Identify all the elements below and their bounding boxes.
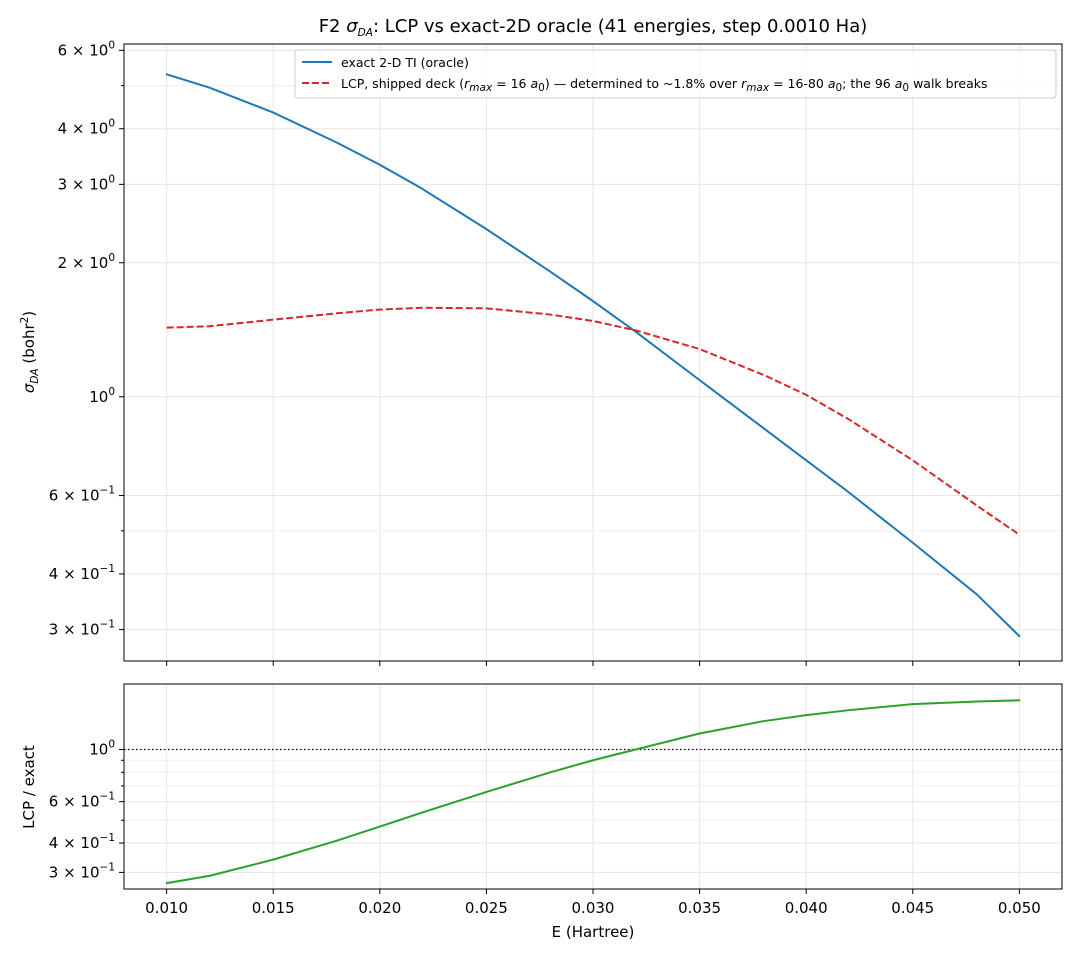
bottom-x-tick-label: 0.050 <box>998 899 1041 917</box>
top-y-tick-label: 6 × 10−1 <box>49 485 115 505</box>
bottom-series-group <box>165 699 1021 885</box>
bottom-y-axis-label: LCP / exact <box>20 745 38 829</box>
bottom-y-tick-label: 100 <box>89 739 115 759</box>
bottom-x-tick-label: 0.020 <box>358 899 401 917</box>
top-axis-ticks: 3 × 10−1 4 × 10−1 6 × 10−1 100 2 × 100 3 × 10… <box>49 39 1020 666</box>
bottom-y-tick-label: 6 × 10−1 <box>49 791 115 811</box>
bottom-series-line-0 <box>165 699 1021 885</box>
bottom-y-tick-label: 3 × 10−1 <box>49 861 115 881</box>
top-panel-title: F2 σDA: LCP vs exact-2D oracle (41 energ… <box>319 16 868 39</box>
top-y-tick-label: 100 <box>89 386 115 406</box>
bottom-x-tick-label: 0.035 <box>678 899 721 917</box>
bottom-x-tick-label: 0.040 <box>785 899 828 917</box>
bottom-x-tick-label: 0.045 <box>891 899 934 917</box>
top-series-group <box>165 73 1021 638</box>
top-y-tick-label: 6 × 100 <box>58 39 115 59</box>
bottom-x-tick-label: 0.010 <box>145 899 188 917</box>
x-axis-label: E (Hartree) <box>552 923 635 941</box>
legend-label-lcp: LCP, shipped deck (rmax = 16 a0) — deter… <box>341 76 988 94</box>
top-series-line-0 <box>165 73 1021 638</box>
bottom-x-tick-label: 0.025 <box>465 899 508 917</box>
bottom-axis-ticks: 0.010 0.015 0.020 0.025 0.030 0.035 0.040 0.045… <box>49 739 1041 917</box>
bottom-x-tick-label: 0.015 <box>252 899 295 917</box>
bottom-y-tick-label: 4 × 10−1 <box>49 832 115 852</box>
bottom-x-tick-label: 0.030 <box>572 899 615 917</box>
top-y-tick-label: 4 × 100 <box>58 118 115 138</box>
legend-label-exact: exact 2-D TI (oracle) <box>341 55 469 70</box>
top-y-tick-label: 3 × 100 <box>58 173 115 193</box>
top-y-tick-label: 3 × 10−1 <box>49 619 115 639</box>
top-y-tick-label: 2 × 100 <box>58 252 115 272</box>
top-y-axis-label: σDA (bohr2) <box>19 311 41 393</box>
legend: exact 2-D TI (oracle) LCP, shipped deck … <box>294 49 1057 99</box>
legend-box <box>294 49 1057 99</box>
top-y-tick-label: 4 × 10−1 <box>49 563 115 583</box>
